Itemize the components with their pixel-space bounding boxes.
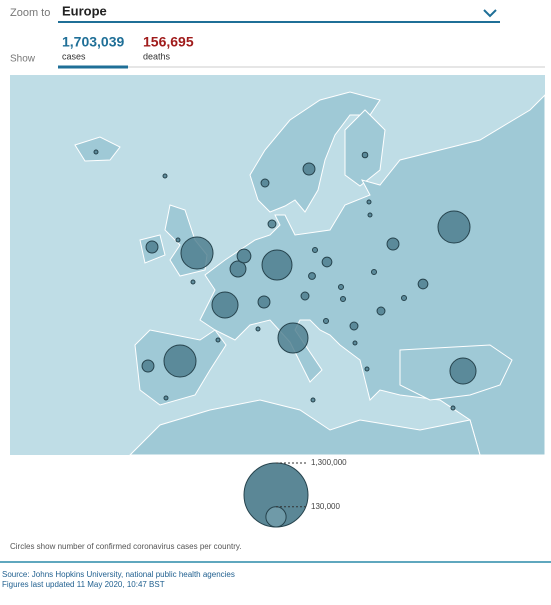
- case-bubble: [163, 344, 197, 378]
- case-bubble: [308, 272, 316, 280]
- cases-label: cases: [62, 51, 86, 61]
- deaths-label: deaths: [143, 51, 171, 61]
- updated: Figures last updated 11 May 2020, 10:47 …: [2, 580, 165, 589]
- finland: [344, 109, 386, 187]
- case-bubble: [163, 395, 169, 401]
- case-bubble: [257, 295, 271, 309]
- case-bubble: [215, 337, 221, 343]
- case-bubble: [352, 340, 358, 346]
- case-bubble: [229, 260, 247, 278]
- case-bubble: [321, 256, 333, 268]
- case-bubble: [366, 199, 372, 205]
- case-bubble: [175, 237, 181, 243]
- deaths-tab[interactable]: 156,695 deaths: [143, 34, 194, 62]
- case-bubble: [339, 295, 347, 303]
- show-label: Show: [10, 54, 36, 65]
- case-bubble: [349, 321, 359, 331]
- case-bubble: [302, 162, 316, 176]
- chevron[interactable]: [483, 9, 497, 18]
- cases-total: 1,703,039: [62, 34, 124, 50]
- case-bubble: [260, 178, 270, 188]
- case-bubble: [93, 149, 99, 155]
- case-bubble: [310, 397, 316, 403]
- case-bubble: [364, 366, 370, 372]
- case-bubble: [277, 322, 309, 354]
- map: [10, 75, 546, 456]
- case-bubble: [236, 248, 252, 264]
- case-bubble: [255, 326, 261, 332]
- legend: 1,300,000 130,000: [243, 458, 347, 528]
- case-bubble: [141, 359, 155, 373]
- case-bubble: [190, 279, 196, 285]
- zoom-select[interactable]: Europe: [62, 3, 107, 18]
- case-bubble: [322, 317, 330, 325]
- case-bubble: [311, 246, 319, 254]
- case-bubble: [267, 219, 277, 229]
- case-bubble: [211, 291, 239, 319]
- source: Source: Johns Hopkins University, nation…: [2, 570, 235, 579]
- deaths-total: 156,695: [143, 34, 194, 50]
- scandinavia: [249, 91, 381, 213]
- case-bubble: [261, 249, 293, 281]
- case-bubble: [376, 306, 386, 316]
- legend-label: 1,300,000: [311, 458, 347, 467]
- zoom-label: Zoom to: [10, 7, 50, 19]
- case-bubble: [300, 291, 310, 301]
- case-bubble: [162, 173, 168, 179]
- cases-tab[interactable]: 1,703,039 cases: [62, 34, 124, 62]
- case-bubble: [386, 237, 400, 251]
- case-bubble: [367, 212, 373, 218]
- case-bubble: [417, 278, 429, 290]
- north-africa: [128, 399, 481, 456]
- case-bubble: [361, 151, 369, 159]
- caption: Circles show number of confirmed coronav…: [10, 542, 242, 551]
- legend-label: 130,000: [311, 502, 340, 511]
- case-bubble: [337, 283, 345, 291]
- case-bubble: [145, 240, 159, 254]
- case-bubble: [450, 405, 456, 411]
- case-bubble: [180, 236, 214, 270]
- case-bubble: [449, 357, 477, 385]
- case-bubble: [370, 268, 378, 276]
- iceland: [74, 136, 121, 162]
- case-bubble: [437, 210, 471, 244]
- case-bubble: [400, 294, 408, 302]
- legend-circle: [265, 506, 287, 528]
